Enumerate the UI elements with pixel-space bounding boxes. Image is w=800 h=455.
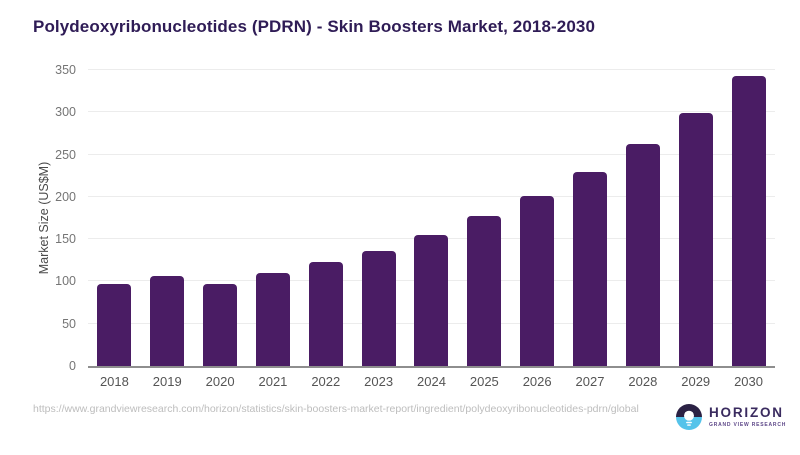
bar-slot-2029 (669, 70, 722, 366)
bar-slot-2028 (616, 70, 669, 366)
bar-2025 (467, 216, 502, 366)
x-axis-tick-labels: 2018 2019 2020 2021 2022 2023 2024 2025 2026 2027… (88, 374, 775, 389)
brand-text: HORIZON GRAND VIEW RESEARCH (709, 405, 787, 429)
bar-2023 (361, 250, 396, 366)
x-tick-label-2024: 2024 (417, 374, 446, 389)
y-tick-label-150: 150 (55, 232, 76, 247)
x-tick-label-2023: 2023 (364, 374, 394, 389)
bar-2030 (731, 75, 766, 366)
bar-slot-2018 (88, 70, 141, 366)
x-tick-label-2025: 2025 (469, 374, 499, 389)
bar-slot-2022 (299, 70, 352, 366)
y-axis-tick-labels: 0 50 100 150 200 250 300 350 (0, 63, 76, 373)
bar-2026 (520, 196, 555, 366)
bar-2022 (308, 261, 343, 366)
chart-title: Polydeoxyribonucleotides (PDRN) - Skin B… (33, 17, 596, 36)
bars-container (88, 70, 775, 366)
bar-2020 (203, 283, 238, 366)
gridline-250 (88, 153, 775, 155)
bar-slot-2021 (247, 70, 300, 366)
gridline-200 (88, 195, 775, 197)
y-tick-label-50: 50 (62, 316, 76, 331)
y-tick-label-350: 350 (55, 63, 76, 77)
y-tick-label-100: 100 (55, 274, 76, 289)
bar-slot-2023 (352, 70, 405, 366)
x-tick-label-2028: 2028 (628, 374, 658, 389)
bar-slot-2020 (194, 70, 247, 366)
y-tick-label-200: 200 (55, 189, 76, 204)
y-tick-label-300: 300 (55, 105, 76, 120)
bar-2029 (678, 113, 713, 366)
x-tick-label-2026: 2026 (522, 374, 552, 389)
x-tick-label-2022: 2022 (311, 374, 341, 389)
x-tick-label-2030: 2030 (734, 374, 763, 389)
x-tick-label-2019: 2019 (152, 374, 182, 389)
bar-slot-2025 (458, 70, 511, 366)
bar-2027 (573, 172, 608, 366)
x-tick-label-2027: 2027 (575, 374, 605, 389)
bar-2028 (625, 144, 660, 366)
y-tick-label-250: 250 (55, 147, 76, 162)
bar-2021 (255, 272, 290, 366)
gridline-350 (88, 69, 775, 70)
brand-name: HORIZON (709, 405, 784, 420)
bar-slot-2024 (405, 70, 458, 366)
plot-area (88, 69, 775, 368)
x-tick-label-2020: 2020 (205, 374, 235, 389)
brand-subtitle: GRAND VIEW RESEARCH (709, 422, 787, 428)
bar-slot-2019 (141, 70, 194, 366)
gridline-300 (88, 111, 775, 113)
bar-slot-2027 (564, 70, 617, 366)
bar-slot-2026 (511, 70, 564, 366)
y-tick-label-0: 0 (69, 359, 76, 373)
brand-logo: HORIZON GRAND VIEW RESEARCH (676, 404, 786, 430)
bar-slot-2030 (722, 70, 775, 366)
x-tick-label-2021: 2021 (258, 374, 288, 389)
source-url: https://www.grandviewresearch.com/horizo… (33, 403, 639, 415)
bar-2019 (150, 275, 185, 366)
x-tick-label-2029: 2029 (681, 374, 711, 389)
bar-2018 (97, 283, 132, 366)
bar-2024 (414, 234, 449, 366)
x-tick-label-2018: 2018 (99, 374, 129, 389)
horizon-logo-icon (676, 404, 702, 430)
